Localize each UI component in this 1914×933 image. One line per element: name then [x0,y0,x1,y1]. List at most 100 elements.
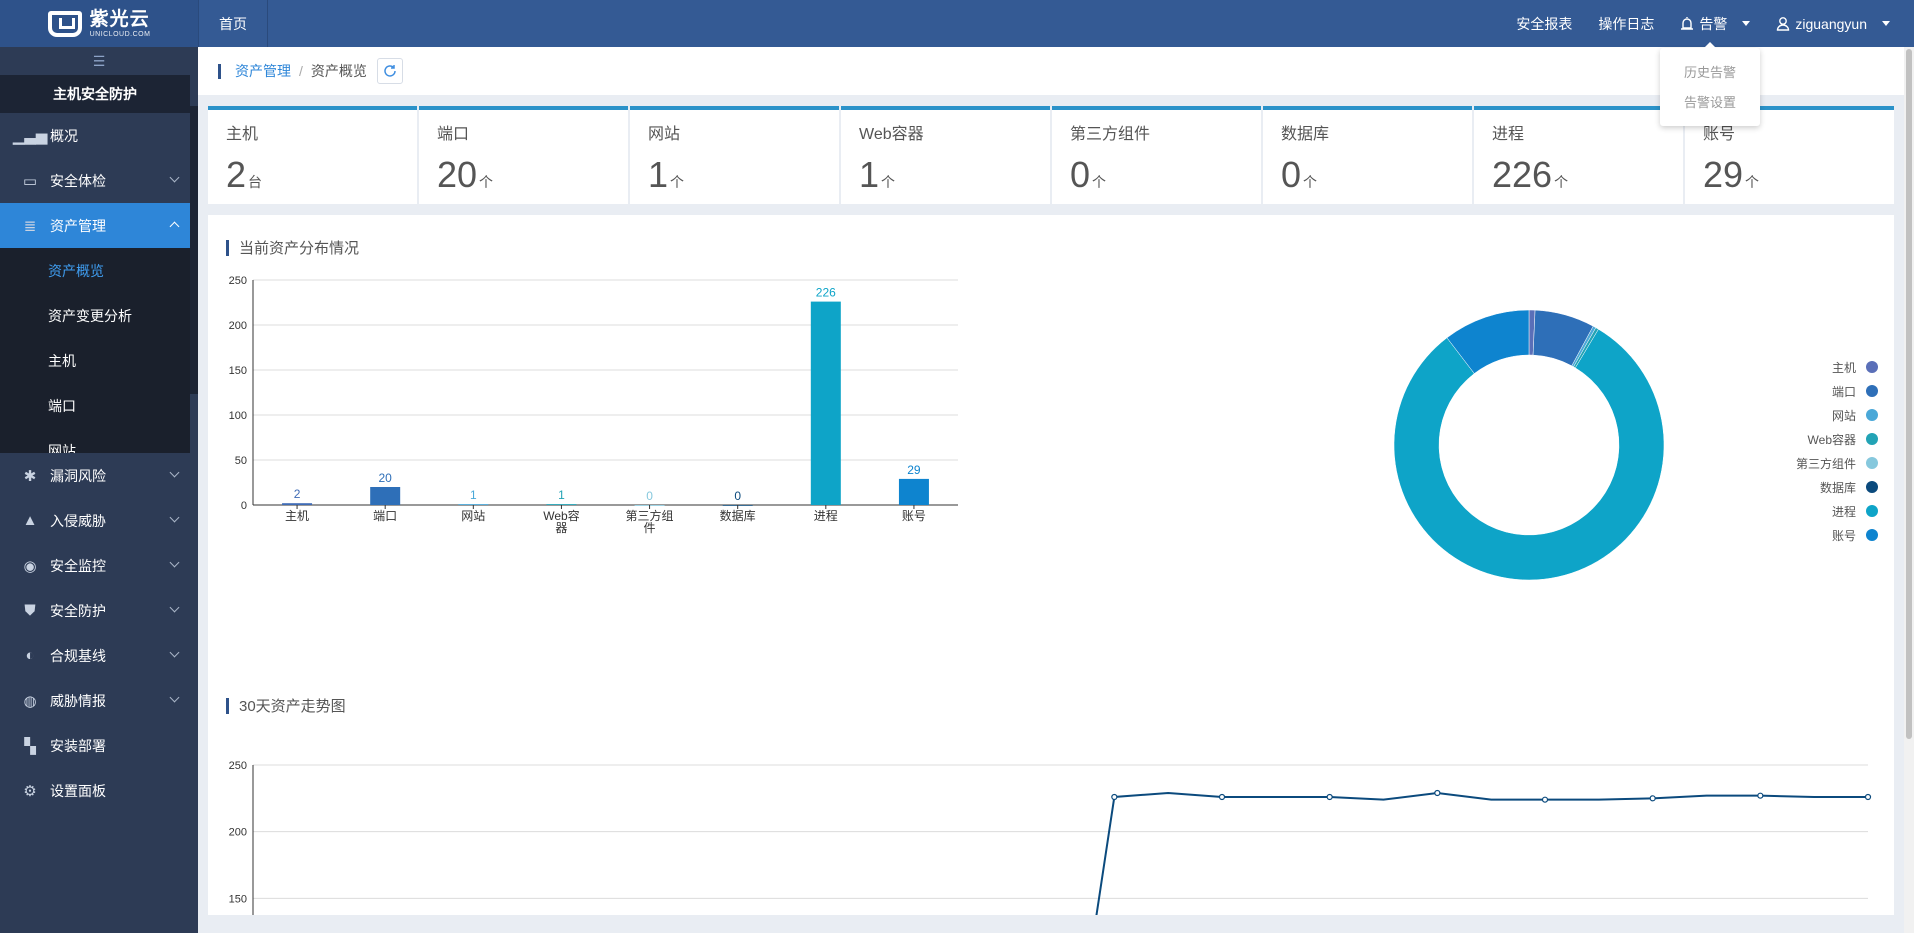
sidebar-item-vuln-risk[interactable]: ✱ 漏洞风险 [0,453,198,498]
stat-value: 29 [1703,154,1744,195]
stat-card-website[interactable]: 网站 1 个 [630,106,839,204]
sidebar-item-label: 设置面板 [50,782,106,799]
legend-item[interactable]: 主机 [1698,355,1878,379]
logo-icon [47,10,82,37]
legend-swatch [1866,433,1878,445]
stat-card-third-party[interactable]: 第三方组件 0 个 [1052,106,1261,204]
sidebar-item-monitor[interactable]: ◉ 安全监控 [0,543,198,588]
x-tick-label: 第三方组件 [626,508,674,535]
user-icon [1777,17,1790,31]
chevron-down-icon [169,692,180,703]
legend-item[interactable]: 第三方组件 [1698,451,1878,475]
sidebar-item-checkup[interactable]: ▭ 安全体检 [0,158,198,203]
subitem-asset-change[interactable]: 资产变更分析 [48,307,132,324]
nav-user[interactable]: ziguangyun [1776,16,1890,32]
bar [458,504,489,505]
legend-item[interactable]: 数据库 [1698,475,1878,499]
y-tick-label: 150 [229,893,247,905]
data-point [1864,793,1872,801]
refresh-button[interactable] [376,58,403,84]
sidebar-item-label: 漏洞风险 [50,467,106,484]
stat-unit: 个 [670,174,685,190]
main-scrollbar[interactable] [1904,47,1914,933]
legend-label: 进程 [1831,504,1856,519]
stat-card-host[interactable]: 主机 2 台 [208,106,417,204]
subitem-port[interactable]: 端口 [48,397,76,414]
sidebar-item-deploy[interactable]: ▚ 安装部署 [0,723,198,768]
legend-label: 第三方组件 [1795,456,1856,471]
x-tick-label: 数据库 [720,508,756,523]
legend-item[interactable]: 端口 [1698,379,1878,403]
stat-label: 主机 [226,126,259,143]
alarm-dropdown: 历史告警 告警设置 [1660,42,1760,126]
stat-card-port[interactable]: 端口 20 个 [419,106,628,204]
scrollbar-thumb[interactable] [1906,49,1912,739]
logo-text: 紫光云 [89,8,150,30]
stat-card-process[interactable]: 进程 226 个 [1474,106,1683,204]
y-tick-label: 0 [241,500,247,512]
data-label: 226 [816,286,836,300]
main-content: 资产管理 / 资产概览 主机 2 台 端口 20 个 网站 1 个 Web容器 1 个 第三方组… [198,47,1904,933]
sidebar-item-settings[interactable]: ⚙ 设置面板 [0,768,198,813]
stat-label: 进程 [1492,126,1525,143]
asset-bar-chart: 0 50 100 150 200 250 2 主机 20 端口 1 网站 1 Web容器 0 第三方组件 0 数据… [229,275,958,535]
data-label: 0 [734,489,741,503]
menu-alarm-settings[interactable]: 告警设置 [1683,95,1736,110]
warning-icon: ▲ [22,512,38,529]
stat-card-web-container[interactable]: Web容器 1 个 [841,106,1050,204]
sidebar-scrollbar[interactable] [190,106,198,394]
sidebar-item-threat-intel[interactable]: ◍ 威胁情报 [0,678,198,723]
legend-item[interactable]: 账号 [1698,523,1878,547]
section-title-distribution: 当前资产分布情况 [226,237,359,258]
chevron-up-icon [169,221,180,232]
data-point [1434,789,1441,797]
legend-item[interactable]: Web容器 [1698,427,1878,451]
menu-history-alarm[interactable]: 历史告警 [1683,65,1736,80]
data-point [1649,795,1656,802]
logo-subtext: UNICLOUD.COM [89,30,151,38]
subitem-website[interactable]: 网站 [48,442,76,454]
stat-unit: 个 [1303,174,1318,190]
legend-item[interactable]: 进程 [1698,499,1878,523]
sidebar-item-label: 安全防护 [50,602,106,619]
nav-operation-log[interactable]: 操作日志 [1598,15,1655,32]
sidebar-item-baseline[interactable]: ◐ 合规基线 [0,633,198,678]
sidebar-item-label: 资产管理 [50,217,106,234]
stat-card-database[interactable]: 数据库 0 个 [1263,106,1472,204]
nav-home[interactable]: 首页 [198,0,268,47]
sidebar-item-overview[interactable]: ▁▃▅ 概况 [0,113,198,158]
sidebar-item-asset-management[interactable]: ≣ 资产管理 [0,203,198,248]
sidebar-item-protection[interactable]: ⛊ 安全防护 [0,588,198,633]
bar [370,487,401,505]
legend-label: 账号 [1831,528,1856,543]
chevron-down-icon [169,467,180,478]
nav-alarm[interactable]: 告警 [1680,14,1751,34]
stat-unit: 个 [881,174,896,190]
legend-swatch [1866,505,1878,517]
legend-label: 网站 [1831,408,1856,423]
legend-label: 端口 [1831,384,1856,399]
deploy-icon: ▚ [24,737,36,755]
stat-label: 网站 [648,126,681,143]
legend-item[interactable]: 网站 [1698,403,1878,427]
subitem-host[interactable]: 主机 [48,352,76,369]
nav-security-report[interactable]: 安全报表 [1516,15,1573,32]
breadcrumb-parent[interactable]: 资产管理 [235,63,291,79]
x-tick-label: 进程 [814,508,838,523]
stat-unit: 个 [1745,174,1760,190]
legend-swatch [1866,481,1878,493]
data-point [1757,792,1764,799]
sidebar-item-intrusion[interactable]: ▲ 入侵威胁 [0,498,198,543]
subitem-asset-overview[interactable]: 资产概览 [48,262,104,279]
data-label: 29 [907,463,921,477]
menu-toggle-icon[interactable]: ☰ [92,52,106,69]
sidebar-item-label: 威胁情报 [50,692,106,709]
bar [898,478,929,505]
bar [282,503,313,505]
logo[interactable]: 紫光云 UNICLOUD.COM [0,0,198,47]
section-title-trend: 30天资产走势图 [226,695,346,716]
stat-label: 数据库 [1281,126,1330,143]
stat-value: 1 [859,154,880,195]
legend-swatch [1866,385,1878,397]
y-tick-label: 50 [235,455,247,467]
